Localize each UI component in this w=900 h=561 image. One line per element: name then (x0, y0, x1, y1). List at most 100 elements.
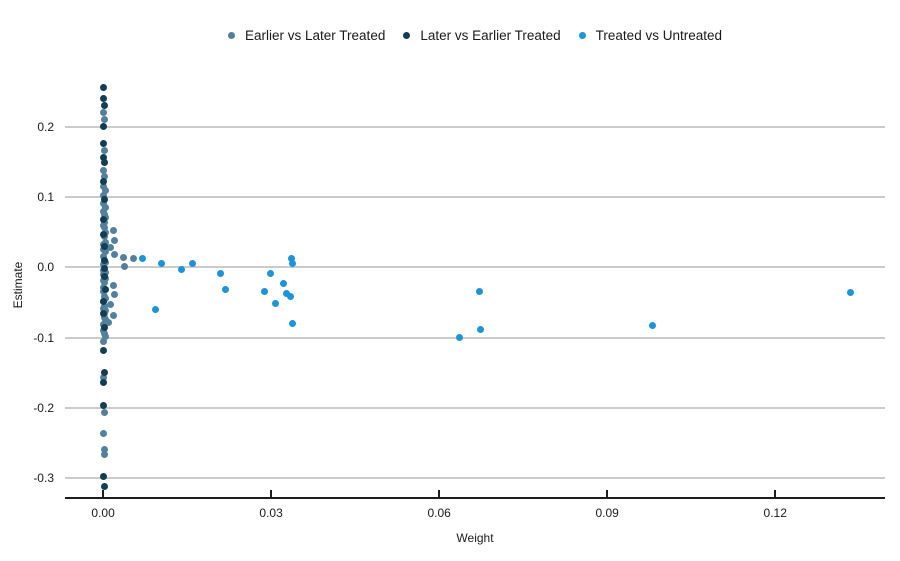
data-point (100, 147, 108, 155)
x-tick-label: 0.06 (427, 506, 451, 520)
data-point (100, 445, 108, 453)
data-point (287, 254, 295, 262)
legend-item-treated-vs-untreated: Treated vs Untreated (578, 27, 722, 43)
y-tick-label: 0.1 (37, 190, 54, 205)
legend-item-later-vs-earlier: Later vs Earlier Treated (403, 27, 561, 43)
data-point (109, 226, 117, 234)
data-point (100, 369, 108, 377)
x-tick-label: 0.03 (259, 506, 283, 520)
data-point (101, 279, 109, 287)
data-point (100, 172, 108, 180)
data-point (649, 322, 657, 330)
data-point (104, 319, 112, 327)
data-point (475, 288, 483, 296)
x-tick-mark (438, 490, 441, 497)
y-tick-label: -0.2 (33, 400, 54, 415)
data-point (99, 84, 107, 92)
data-point (100, 178, 108, 186)
legend-dot-icon (228, 31, 236, 39)
data-point (100, 337, 108, 345)
data-point (106, 244, 114, 252)
y-tick-label: -0.3 (33, 471, 54, 486)
data-point (289, 320, 297, 328)
gridline (65, 125, 885, 128)
data-point (138, 254, 146, 262)
data-point (271, 299, 279, 307)
data-point (100, 256, 108, 264)
x-tick-label: 0.00 (91, 506, 115, 520)
data-point (109, 311, 117, 319)
data-point (100, 140, 108, 148)
data-point (100, 429, 108, 437)
legend-item-earlier-vs-later: Earlier vs Later Treated (228, 28, 385, 43)
data-point (109, 282, 117, 290)
data-point (100, 115, 108, 123)
data-point (846, 289, 854, 297)
data-point (100, 102, 108, 110)
data-point (111, 291, 119, 299)
data-point (129, 255, 137, 263)
data-point (100, 159, 108, 167)
data-point (100, 482, 108, 490)
data-point (456, 333, 464, 341)
data-point (101, 242, 109, 250)
data-point (100, 273, 108, 281)
x-axis-title: Weight (456, 531, 494, 545)
data-point (100, 309, 108, 317)
data-point (477, 326, 485, 334)
y-tick-label: 0.2 (37, 119, 54, 134)
gridline (65, 406, 885, 409)
data-point (261, 287, 269, 295)
data-point (189, 260, 197, 268)
y-tick-label: -0.1 (33, 330, 54, 345)
x-tick-mark (102, 490, 105, 497)
data-point (282, 289, 290, 297)
y-tick-label: 0.0 (37, 260, 54, 275)
x-tick-label: 0.09 (595, 506, 619, 520)
data-point (99, 230, 107, 238)
data-point (107, 301, 115, 309)
gridline (65, 196, 885, 199)
x-tick-label: 0.12 (763, 506, 787, 520)
data-point (100, 261, 108, 269)
legend-label: Treated vs Untreated (595, 27, 722, 43)
data-point (178, 265, 185, 273)
data-point (158, 260, 166, 268)
data-point (101, 332, 109, 340)
data-point (100, 95, 108, 103)
data-point (111, 250, 119, 258)
data-point (101, 248, 109, 256)
data-point (100, 196, 108, 204)
data-point (101, 450, 109, 458)
data-point (266, 270, 274, 278)
data-point (216, 269, 224, 277)
x-tick-mark (270, 490, 273, 497)
data-point (102, 315, 110, 323)
data-point (286, 292, 294, 300)
data-point (100, 401, 108, 409)
x-tick-mark (774, 490, 777, 497)
data-point (99, 216, 107, 224)
data-point (101, 203, 109, 211)
data-point (101, 187, 109, 195)
legend: Earlier vs Later Treated Later vs Earlie… (65, 26, 885, 44)
x-tick-mark (606, 490, 609, 497)
data-point (101, 264, 109, 272)
data-point (101, 286, 109, 294)
data-point (279, 280, 287, 288)
legend-label: Later vs Earlier Treated (420, 27, 561, 43)
legend-dot-icon (403, 31, 411, 39)
gridline (65, 336, 885, 339)
legend-dot-icon (578, 31, 586, 39)
data-point (151, 306, 159, 314)
data-point (101, 324, 109, 332)
data-point (119, 254, 127, 262)
data-point (288, 259, 296, 267)
data-point (100, 191, 108, 199)
data-point (99, 346, 107, 354)
x-axis-line (65, 497, 885, 499)
data-point (99, 379, 107, 387)
data-point (99, 123, 107, 131)
